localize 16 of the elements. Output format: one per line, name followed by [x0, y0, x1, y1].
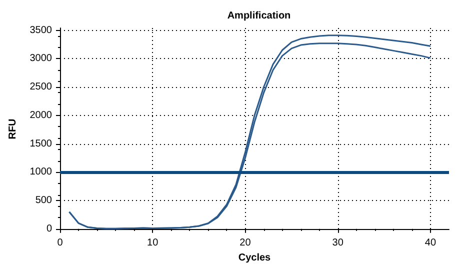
x-tick-label: 10 [147, 238, 159, 248]
y-tick-label: 1000 [30, 166, 52, 178]
chart-title: Amplification [227, 10, 291, 22]
y-tick-label: 500 [35, 194, 52, 206]
y-tick-label: 1500 [30, 138, 52, 150]
x-axis-title: Cycles [238, 252, 272, 264]
x-tick-label: 20 [240, 238, 252, 248]
y-tick-label: 3000 [30, 53, 52, 64]
y-tick-label: 2500 [30, 82, 52, 93]
y-axis-title: RFU [8, 118, 18, 140]
x-tick-label: 40 [424, 238, 436, 248]
y-tick-label: 3500 [30, 24, 52, 36]
x-tick-label: 0 [57, 238, 64, 248]
x-tick-label: 30 [332, 238, 344, 248]
y-tick-label: 2000 [30, 110, 52, 121]
y-tick-label: 0 [46, 223, 52, 234]
